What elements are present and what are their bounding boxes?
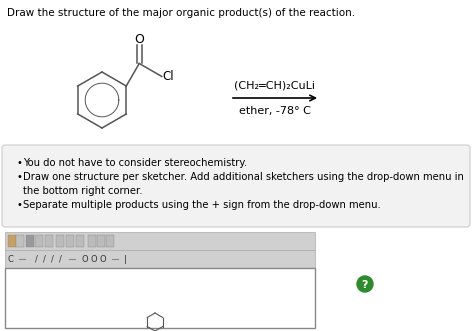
Bar <box>8 235 16 247</box>
Text: •: • <box>16 200 22 210</box>
Text: the bottom right corner.: the bottom right corner. <box>23 186 143 196</box>
Circle shape <box>357 276 373 292</box>
Text: O: O <box>91 255 97 263</box>
Text: •: • <box>16 158 22 168</box>
Bar <box>76 235 84 247</box>
Text: |: | <box>124 255 127 263</box>
Text: Draw the structure of the major organic product(s) of the reaction.: Draw the structure of the major organic … <box>7 8 355 18</box>
Text: /: / <box>43 255 46 263</box>
Text: Draw one structure per sketcher. Add additional sketchers using the drop-down me: Draw one structure per sketcher. Add add… <box>23 172 464 182</box>
Bar <box>5 268 315 328</box>
Bar <box>88 235 96 247</box>
Text: /: / <box>35 255 37 263</box>
Bar <box>56 235 64 247</box>
Bar <box>66 235 74 247</box>
Bar <box>35 235 43 247</box>
Bar <box>97 235 105 247</box>
Text: Cl: Cl <box>163 70 174 83</box>
Bar <box>45 235 53 247</box>
Bar <box>106 235 114 247</box>
Text: You do not have to consider stereochemistry.: You do not have to consider stereochemis… <box>23 158 247 168</box>
Bar <box>5 232 315 250</box>
Text: •: • <box>16 172 22 182</box>
Bar <box>26 235 34 247</box>
Bar <box>5 250 315 268</box>
Text: /: / <box>51 255 54 263</box>
FancyBboxPatch shape <box>2 145 470 227</box>
Text: /: / <box>59 255 62 263</box>
Text: (CH₂═CH)₂CuLi: (CH₂═CH)₂CuLi <box>235 80 316 90</box>
Text: O: O <box>82 255 88 263</box>
Bar <box>16 235 24 247</box>
Text: C: C <box>7 255 13 263</box>
Text: ?: ? <box>362 279 368 290</box>
Text: Separate multiple products using the + sign from the drop-down menu.: Separate multiple products using the + s… <box>23 200 381 210</box>
Text: O: O <box>100 255 106 263</box>
Text: ether, -78° C: ether, -78° C <box>239 106 311 116</box>
Text: O: O <box>134 33 144 46</box>
